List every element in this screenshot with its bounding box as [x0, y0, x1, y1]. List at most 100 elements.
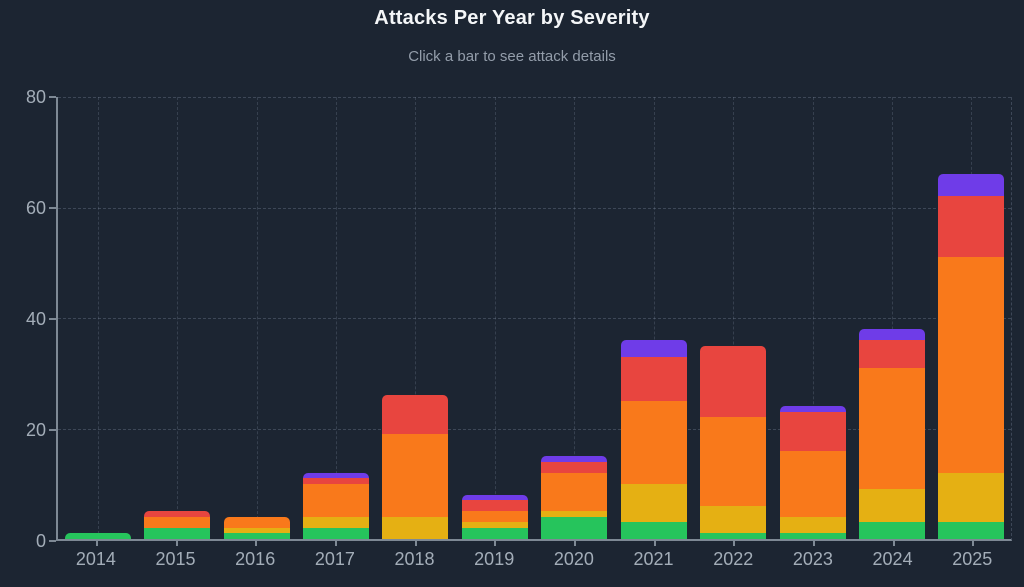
h-gridline-80: [58, 97, 1011, 98]
bar-segment-purple-2019[interactable]: [461, 494, 528, 501]
x-tick-2023: [812, 541, 815, 546]
v-gridline-2021: [653, 97, 655, 539]
chart-column-2023: [773, 97, 852, 539]
bar-segment-orange-2023[interactable]: [779, 450, 846, 517]
chart-column-2019: [455, 97, 534, 539]
x-tick-2021: [653, 541, 656, 546]
x-column-2015: 2015: [136, 541, 216, 570]
bar-segment-red-2020[interactable]: [541, 461, 608, 473]
x-axis-label-2019: 2019: [474, 549, 515, 569]
bar-segment-red-2015[interactable]: [144, 511, 211, 517]
bar-segment-orange-2019[interactable]: [461, 511, 528, 523]
x-axis-label-2014: 2014: [75, 549, 116, 569]
bar-2022[interactable]: [700, 345, 767, 539]
bar-segment-green-2025[interactable]: [938, 522, 1005, 539]
bar-segment-green-2021[interactable]: [620, 522, 687, 539]
bar-segment-purple-2017[interactable]: [302, 472, 369, 479]
bar-segment-red-2025[interactable]: [938, 196, 1005, 258]
bar-segment-red-2017[interactable]: [302, 478, 369, 484]
bar-2018[interactable]: [382, 395, 449, 539]
bar-segment-yellow-2018[interactable]: [382, 516, 449, 539]
bar-2014[interactable]: [64, 533, 131, 539]
bar-columns: [58, 97, 1011, 539]
x-column-2016: 2016: [215, 541, 295, 570]
y-axis-label-80: 80: [25, 87, 46, 107]
y-axis-label-60: 60: [25, 198, 46, 218]
x-tick-2024: [892, 541, 895, 546]
bar-segment-yellow-2016[interactable]: [223, 527, 290, 534]
x-axis-label-2020: 2020: [553, 549, 594, 569]
x-tick-2016: [255, 541, 258, 546]
v-gridline-2019: [494, 97, 496, 539]
bar-segment-green-2014[interactable]: [64, 533, 131, 539]
bar-segment-yellow-2021[interactable]: [620, 483, 687, 523]
bar-segment-orange-2015[interactable]: [144, 516, 211, 528]
bar-2015[interactable]: [144, 511, 211, 539]
bar-2016[interactable]: [223, 516, 290, 539]
bar-segment-green-2015[interactable]: [144, 527, 211, 539]
bar-segment-purple-2023[interactable]: [779, 406, 846, 412]
bar-segment-purple-2020[interactable]: [541, 456, 608, 462]
bar-segment-yellow-2024[interactable]: [858, 489, 925, 523]
bar-segment-yellow-2017[interactable]: [302, 516, 369, 528]
bar-segment-green-2022[interactable]: [700, 533, 767, 539]
chart-subtitle: Click a bar to see attack details: [408, 48, 616, 65]
bar-segment-purple-2025[interactable]: [938, 174, 1005, 197]
bar-segment-red-2018[interactable]: [382, 395, 449, 435]
bar-segment-red-2024[interactable]: [858, 340, 925, 368]
bar-segment-red-2021[interactable]: [620, 356, 687, 401]
v-gridline-2016: [256, 97, 258, 539]
x-axis-label-2016: 2016: [235, 549, 276, 569]
bar-segment-yellow-2025[interactable]: [938, 472, 1005, 523]
chart-column-2025: [932, 97, 1011, 539]
bar-segment-green-2019[interactable]: [461, 527, 528, 539]
bar-segment-orange-2017[interactable]: [302, 483, 369, 517]
bar-segment-red-2023[interactable]: [779, 411, 846, 451]
h-gridline-20: [58, 428, 1011, 430]
bar-segment-yellow-2019[interactable]: [461, 522, 528, 528]
x-axis-label-2023: 2023: [792, 549, 833, 569]
bar-segment-orange-2016[interactable]: [223, 516, 290, 528]
bar-2021[interactable]: [620, 340, 687, 539]
bar-segment-purple-2021[interactable]: [620, 340, 687, 357]
x-tick-2025: [972, 541, 975, 546]
x-column-2019: 2019: [454, 541, 534, 570]
x-axis-labels: 2014 2015 2016 2017 2018 2019 2020 2021 2022 2023…: [56, 541, 1012, 570]
y-axis-label-0: 0: [35, 531, 46, 551]
bar-segment-red-2019[interactable]: [461, 500, 528, 512]
x-column-2020: 2020: [534, 541, 614, 570]
bar-2017[interactable]: [302, 472, 369, 539]
bar-segment-green-2016[interactable]: [223, 533, 290, 539]
bar-segment-yellow-2022[interactable]: [700, 505, 767, 534]
bar-2023[interactable]: [779, 406, 846, 539]
bar-segment-orange-2025[interactable]: [938, 257, 1005, 473]
bar-segment-yellow-2023[interactable]: [779, 516, 846, 534]
h-gridline-60: [58, 207, 1011, 209]
x-column-2014: 2014: [56, 541, 136, 570]
bar-2024[interactable]: [858, 329, 925, 539]
bar-segment-red-2022[interactable]: [700, 345, 767, 418]
bar-segment-green-2017[interactable]: [302, 527, 369, 539]
bar-segment-orange-2021[interactable]: [620, 400, 687, 484]
bar-segment-yellow-2020[interactable]: [541, 511, 608, 517]
bar-segment-orange-2024[interactable]: [858, 367, 925, 490]
bar-segment-purple-2024[interactable]: [858, 329, 925, 341]
bar-segment-green-2024[interactable]: [858, 522, 925, 539]
x-column-2023: 2023: [773, 541, 853, 570]
x-column-2025: 2025: [932, 541, 1012, 570]
bar-2020[interactable]: [541, 456, 608, 539]
x-axis-label-2024: 2024: [872, 549, 913, 569]
v-gridline-2014: [97, 97, 99, 539]
bar-segment-green-2023[interactable]: [779, 533, 846, 539]
bar-segment-orange-2018[interactable]: [382, 434, 449, 517]
bar-2019[interactable]: [461, 494, 528, 539]
x-axis-label-2015: 2015: [155, 549, 196, 569]
chart-column-2015: [137, 97, 216, 539]
bar-2025[interactable]: [938, 174, 1005, 539]
bar-segment-orange-2022[interactable]: [700, 417, 767, 506]
v-gridline-2018: [415, 97, 417, 539]
bar-segment-green-2020[interactable]: [541, 516, 608, 539]
v-gridline-2017: [335, 97, 337, 539]
x-tick-2014: [95, 541, 98, 546]
bar-segment-orange-2020[interactable]: [541, 472, 608, 512]
